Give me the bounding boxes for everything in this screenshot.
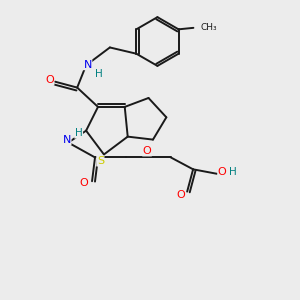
Text: H: H (75, 128, 83, 138)
Text: CH₃: CH₃ (201, 23, 218, 32)
Text: N: N (63, 135, 71, 145)
Text: S: S (97, 156, 104, 166)
Text: N: N (83, 60, 92, 70)
Text: O: O (176, 190, 185, 200)
Text: O: O (143, 146, 152, 156)
Text: O: O (45, 75, 54, 85)
Text: H: H (95, 69, 103, 79)
Text: O: O (218, 167, 226, 177)
Text: H: H (229, 167, 237, 177)
Text: O: O (79, 178, 88, 188)
